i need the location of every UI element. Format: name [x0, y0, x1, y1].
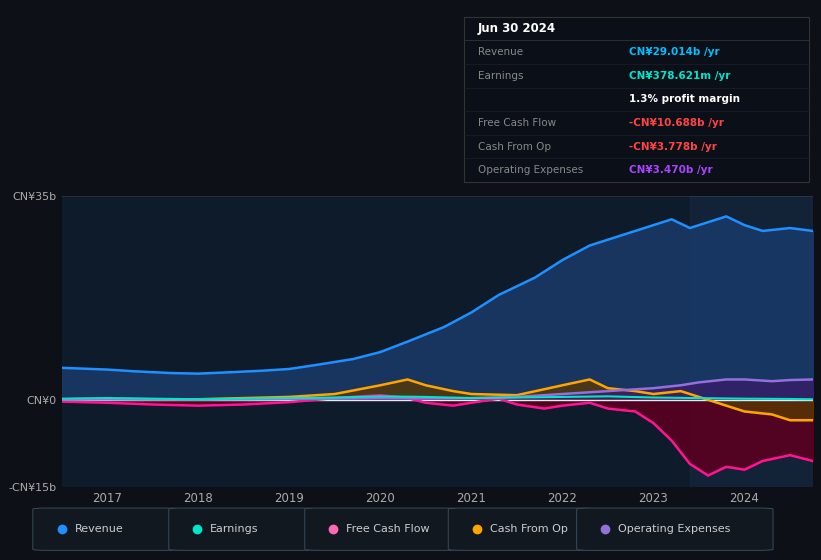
Text: Cash From Op: Cash From Op: [490, 524, 567, 534]
FancyBboxPatch shape: [464, 17, 809, 182]
FancyBboxPatch shape: [448, 508, 595, 550]
Text: Jun 30 2024: Jun 30 2024: [478, 22, 556, 35]
Text: Free Cash Flow: Free Cash Flow: [478, 118, 556, 128]
Text: Revenue: Revenue: [75, 524, 123, 534]
Text: Free Cash Flow: Free Cash Flow: [346, 524, 430, 534]
Text: Operating Expenses: Operating Expenses: [618, 524, 731, 534]
FancyBboxPatch shape: [33, 508, 180, 550]
Text: CN¥3.470b /yr: CN¥3.470b /yr: [630, 165, 713, 175]
Text: CN¥378.621m /yr: CN¥378.621m /yr: [630, 71, 731, 81]
Text: Cash From Op: Cash From Op: [478, 142, 551, 152]
Text: -CN¥10.688b /yr: -CN¥10.688b /yr: [630, 118, 724, 128]
Text: Revenue: Revenue: [478, 47, 523, 57]
FancyBboxPatch shape: [576, 508, 773, 550]
FancyBboxPatch shape: [169, 508, 316, 550]
Text: -CN¥3.778b /yr: -CN¥3.778b /yr: [630, 142, 718, 152]
Bar: [690, 196, 813, 487]
Text: 1.3% profit margin: 1.3% profit margin: [630, 95, 741, 104]
Text: CN¥29.014b /yr: CN¥29.014b /yr: [630, 47, 720, 57]
FancyBboxPatch shape: [305, 508, 460, 550]
Text: Earnings: Earnings: [478, 71, 523, 81]
Text: Operating Expenses: Operating Expenses: [478, 165, 583, 175]
Text: Earnings: Earnings: [210, 524, 259, 534]
